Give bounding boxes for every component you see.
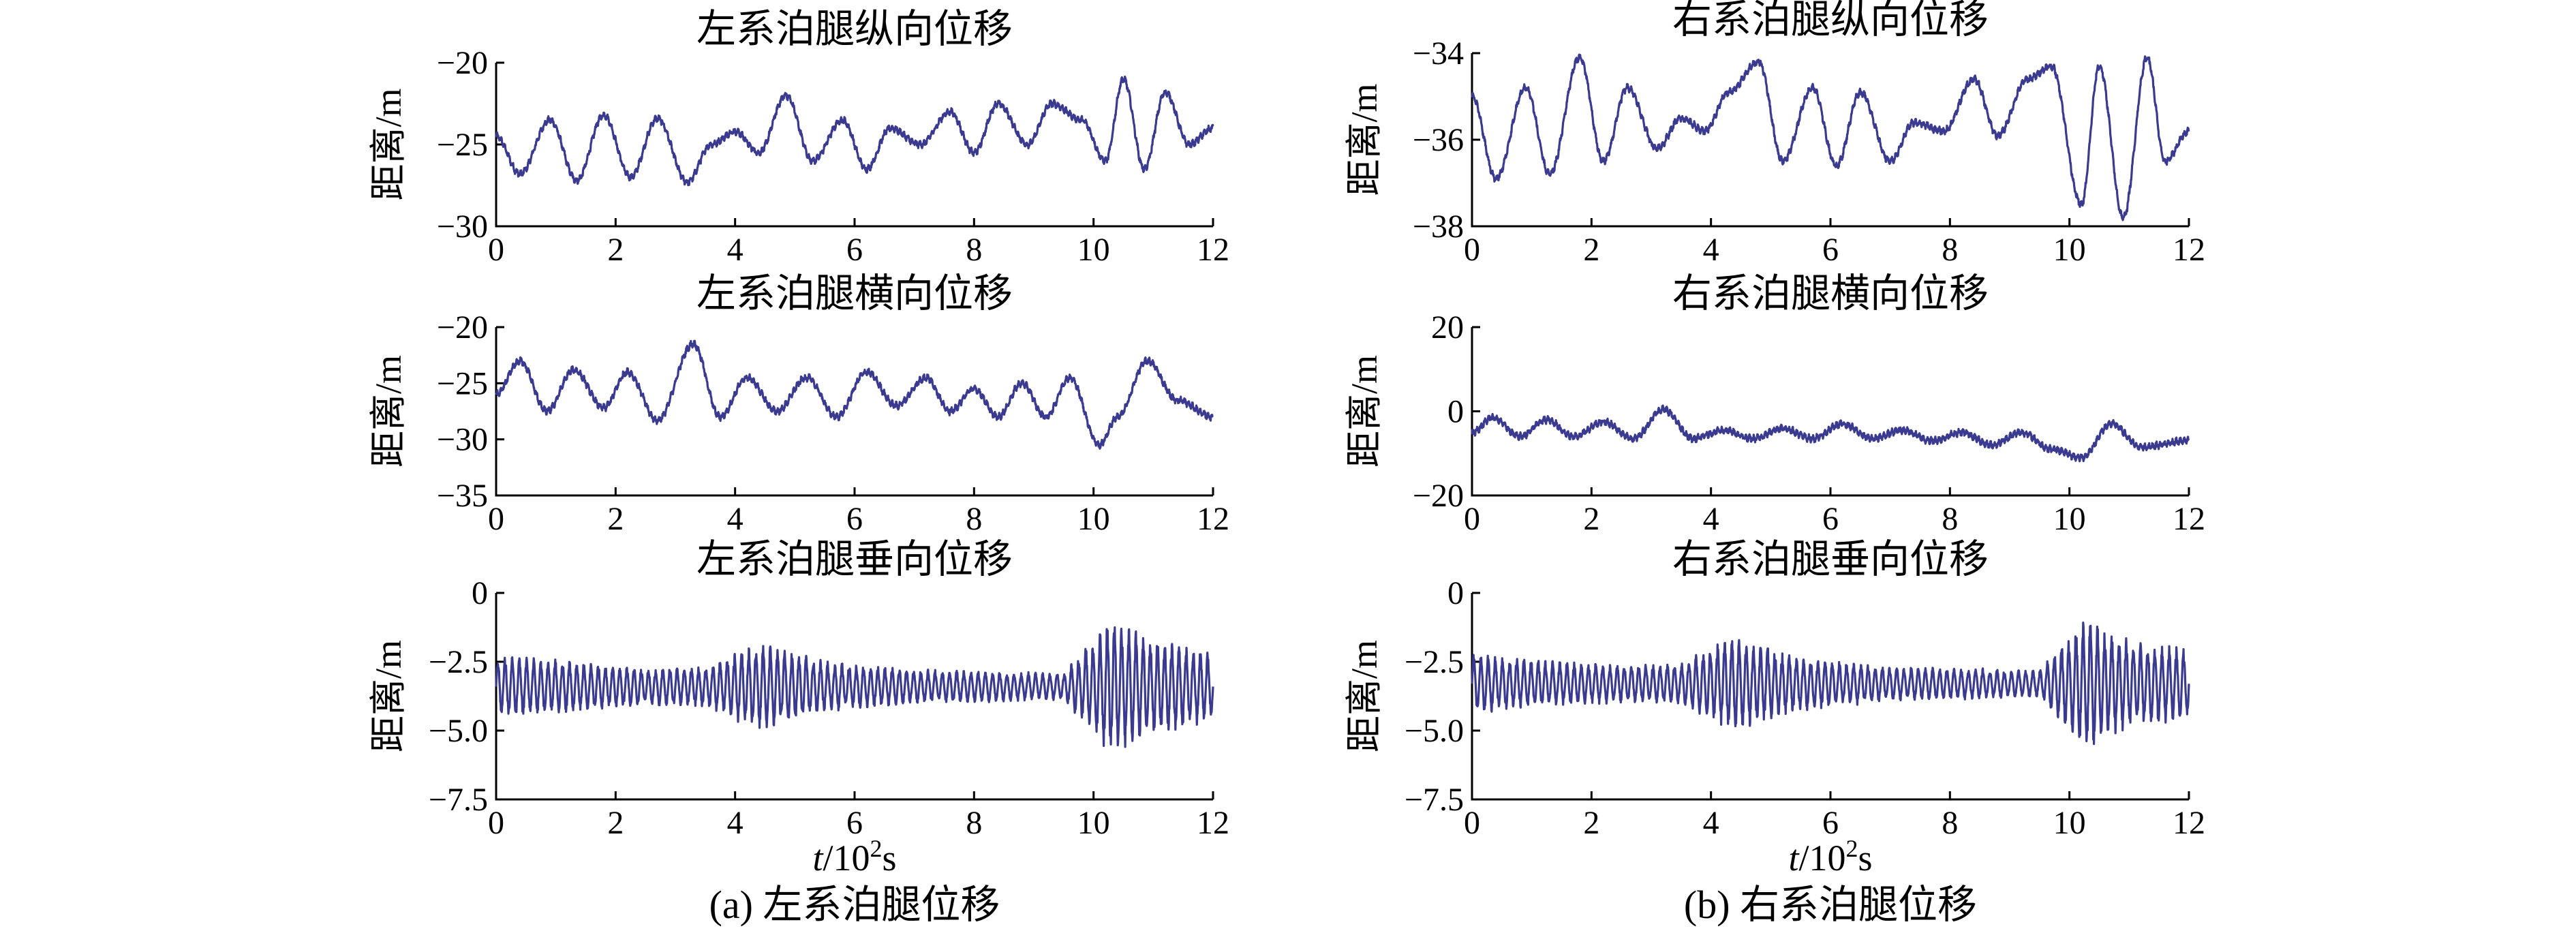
y-tick-label: −25 bbox=[437, 127, 488, 163]
x-tick-label: 6 bbox=[1822, 501, 1839, 537]
panel-title: 左系泊腿横向位移 bbox=[696, 271, 1013, 316]
y-axis-label: 距离/m bbox=[1344, 83, 1385, 196]
y-tick-label: −7.5 bbox=[429, 782, 488, 818]
panel-L3: 左系泊腿垂向位移 0 2 4 6 8 10 12 −7.5 −5.0 −2.5 0 距离/m bbox=[368, 537, 1229, 841]
x-axis-label-b: t/102s bbox=[1788, 835, 1872, 878]
x-tick-label: 2 bbox=[607, 501, 624, 537]
x-tick-label: 12 bbox=[1197, 232, 1229, 268]
y-tick-label: −34 bbox=[1413, 35, 1464, 72]
x-tick-label: 8 bbox=[1942, 232, 1958, 268]
panel-L2: 左系泊腿横向位移 0 2 4 6 8 10 12 −35 −30 −25 −20 距离/m bbox=[368, 271, 1229, 537]
x-tick-label: 6 bbox=[846, 232, 863, 268]
panel-title: 右系泊腿横向位移 bbox=[1672, 271, 1989, 316]
y-tick-label: −20 bbox=[437, 309, 488, 346]
x-tick-label: 4 bbox=[1703, 501, 1719, 537]
y-axis-label: 距离/m bbox=[368, 355, 409, 468]
x-tick-label: 6 bbox=[1822, 805, 1839, 841]
panel-R1: 右系泊腿纵向位移 0 2 4 6 8 10 12 −38 −36 −34 距离/m bbox=[1344, 0, 2205, 268]
y-tick-label: −25 bbox=[437, 365, 488, 401]
x-axis-label-a: t/102s bbox=[812, 835, 896, 878]
x-tick-label: 0 bbox=[1464, 232, 1480, 268]
x-tick-label: 12 bbox=[1197, 501, 1229, 537]
x-tick-label: 10 bbox=[2053, 232, 2086, 268]
x-tick-label: 0 bbox=[1464, 805, 1480, 841]
panel-title: 左系泊腿纵向位移 bbox=[696, 7, 1013, 51]
x-tick-label: 8 bbox=[1942, 501, 1958, 537]
panel-title: 右系泊腿纵向位移 bbox=[1672, 0, 1989, 42]
x-tick-label: 2 bbox=[607, 232, 624, 268]
y-axis-label: 距离/m bbox=[368, 88, 409, 200]
x-tick-label: 12 bbox=[2173, 232, 2205, 268]
x-tick-label: 8 bbox=[1942, 805, 1958, 841]
x-tick-label: 10 bbox=[2053, 805, 2086, 841]
series-line bbox=[1471, 404, 2190, 463]
x-tick-label: 4 bbox=[1703, 232, 1719, 268]
x-tick-label: 4 bbox=[1703, 805, 1719, 841]
y-tick-label: −30 bbox=[437, 422, 488, 458]
y-tick-label: −35 bbox=[437, 478, 488, 514]
y-tick-label: −2.5 bbox=[429, 644, 488, 680]
x-tick-label: 4 bbox=[727, 232, 743, 268]
y-axis-label: 距离/m bbox=[1344, 355, 1385, 468]
y-tick-label: −20 bbox=[1413, 478, 1464, 514]
panel-L1: 左系泊腿纵向位移 0 2 4 6 8 10 12 −30 −25 −20 距离/m bbox=[368, 7, 1229, 268]
x-tick-label: 4 bbox=[727, 805, 743, 841]
x-tick-label: 10 bbox=[1077, 501, 1110, 537]
series-line bbox=[495, 626, 1214, 748]
y-tick-label: 0 bbox=[1447, 575, 1464, 611]
x-tick-label: 8 bbox=[966, 232, 982, 268]
x-tick-label: 2 bbox=[1583, 232, 1599, 268]
x-tick-label: 12 bbox=[2173, 805, 2205, 841]
panel-R3: 右系泊腿垂向位移 0 2 4 6 8 10 12 −7.5 −5.0 −2.5 0 距离/m bbox=[1344, 537, 2205, 841]
y-tick-label: 0 bbox=[472, 575, 488, 611]
x-tick-label: 2 bbox=[607, 805, 624, 841]
axis-lines bbox=[1471, 327, 2189, 497]
x-tick-label: 6 bbox=[846, 501, 863, 537]
x-tick-label: 8 bbox=[966, 805, 982, 841]
x-tick-label: 8 bbox=[966, 501, 982, 537]
series-line bbox=[495, 75, 1214, 187]
series-line bbox=[1471, 53, 2190, 221]
panel-title: 右系泊腿垂向位移 bbox=[1672, 537, 1989, 581]
y-tick-label: −7.5 bbox=[1405, 782, 1464, 818]
x-tick-label: 0 bbox=[1464, 501, 1480, 537]
y-tick-label: 0 bbox=[1447, 394, 1464, 430]
x-tick-label: 6 bbox=[846, 805, 863, 841]
x-tick-label: 12 bbox=[1197, 805, 1229, 841]
series-line bbox=[495, 339, 1214, 450]
y-axis-label: 距离/m bbox=[368, 640, 409, 752]
x-tick-label: 2 bbox=[1583, 501, 1599, 537]
y-tick-label: −5.0 bbox=[429, 713, 488, 749]
x-tick-label: 10 bbox=[2053, 501, 2086, 537]
x-tick-label: 10 bbox=[1077, 805, 1110, 841]
x-tick-label: 4 bbox=[727, 501, 743, 537]
x-tick-label: 12 bbox=[2173, 501, 2205, 537]
x-tick-label: 0 bbox=[488, 805, 504, 841]
y-tick-label: −36 bbox=[1413, 122, 1464, 158]
y-tick-label: −20 bbox=[437, 45, 488, 81]
x-tick-label: 0 bbox=[488, 501, 504, 537]
y-tick-label: −30 bbox=[437, 209, 488, 245]
caption-a: (a) 左系泊腿位移 bbox=[709, 883, 1000, 927]
y-tick-label: 20 bbox=[1431, 309, 1464, 346]
axis-lines bbox=[495, 327, 1213, 497]
x-tick-label: 6 bbox=[1822, 232, 1839, 268]
caption-b: (b) 右系泊腿位移 bbox=[1684, 883, 1977, 927]
y-tick-label: −5.0 bbox=[1405, 713, 1464, 749]
panel-title: 左系泊腿垂向位移 bbox=[696, 537, 1013, 581]
series-line bbox=[1471, 622, 2190, 746]
y-tick-label: −38 bbox=[1413, 209, 1464, 245]
y-tick-label: −2.5 bbox=[1405, 644, 1464, 680]
x-tick-label: 0 bbox=[488, 232, 504, 268]
y-axis-label: 距离/m bbox=[1344, 640, 1385, 752]
x-tick-label: 10 bbox=[1077, 232, 1110, 268]
x-tick-label: 2 bbox=[1583, 805, 1599, 841]
